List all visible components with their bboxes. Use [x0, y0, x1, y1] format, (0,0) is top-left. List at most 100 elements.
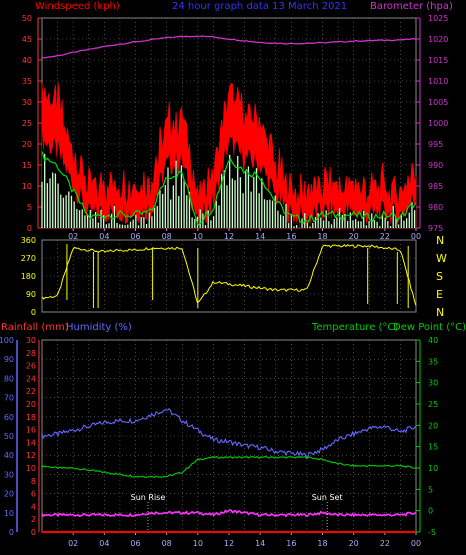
- barometer-tick-label: 1025: [428, 14, 448, 23]
- direction-tick-label: 0: [31, 308, 36, 317]
- rainfall-tick-label: 0: [31, 528, 36, 537]
- windspeed-axis-title: Windspeed (kph): [35, 1, 120, 12]
- barometer-tick-label: 1020: [428, 35, 448, 44]
- wind-direction-series: [41, 244, 417, 306]
- direction-tick-label: 360: [21, 236, 36, 245]
- windspeed-tick-label: 30: [22, 98, 32, 107]
- temp-panel-xtick-label: 00: [411, 539, 421, 548]
- barometer-axis-title: Barometer (hpa): [370, 1, 453, 12]
- temp-panel-xtick-label: 04: [99, 539, 109, 548]
- barometer-tick-label: 980: [428, 203, 443, 212]
- temp-panel-xtick-label: 20: [349, 539, 359, 548]
- rainfall-tick-label: 26: [26, 362, 36, 371]
- wind-panel-xtick-label: 00: [411, 232, 421, 241]
- rainfall-tick-label: 14: [26, 438, 36, 447]
- barometer-tick-label: 985: [428, 182, 443, 191]
- direction-tick-label: 270: [21, 254, 36, 263]
- direction-compass-label: E: [436, 288, 443, 301]
- barometer-tick-label: 1000: [428, 119, 448, 128]
- humidity-tick-label: 10: [4, 509, 14, 518]
- sunrise-label: Sun Rise: [131, 493, 166, 502]
- temperature-tick-label: 30: [428, 379, 438, 388]
- humidity-tick-label: 40: [4, 451, 14, 460]
- barometer-tick-label: 1015: [428, 56, 448, 65]
- direction-tick-label: 180: [21, 272, 36, 281]
- direction-tick-label: 90: [26, 290, 36, 299]
- wind-panel-xtick-label: 16: [286, 232, 296, 241]
- temp-panel-xtick-label: 02: [68, 539, 78, 548]
- temperature-tick-label: 20: [428, 421, 438, 430]
- wind-panel-xtick-label: 18: [317, 232, 327, 241]
- dewpoint-axis-title: Dew Point (°C): [393, 322, 466, 333]
- chart-title: 24 hour graph data 13 March 2021: [172, 1, 347, 12]
- humidity-tick-label: 30: [4, 470, 14, 479]
- temperature-tick-label: 25: [428, 400, 438, 409]
- rainfall-tick-label: 28: [26, 349, 36, 358]
- dewpoint-series: [41, 509, 417, 518]
- rainfall-tick-label: 10: [26, 464, 36, 473]
- barometer-tick-label: 1005: [428, 98, 448, 107]
- wind-average-line: [41, 151, 417, 227]
- rainfall-tick-label: 22: [26, 387, 36, 396]
- wind-panel-xtick-label: 04: [99, 232, 109, 241]
- windspeed-tick-label: 0: [27, 224, 32, 233]
- humidity-tick-label: 20: [4, 490, 14, 499]
- windspeed-gap-fill: [42, 129, 416, 228]
- rainfall-tick-label: 6: [31, 490, 36, 499]
- rainfall-tick-label: 30: [26, 336, 36, 345]
- barometer-tick-label: 975: [428, 224, 443, 233]
- wind-panel-xtick-label: 14: [255, 232, 265, 241]
- humidity-tick-label: 0: [9, 528, 14, 537]
- temp-panel-xtick-label: 08: [162, 539, 172, 548]
- direction-compass-label: N: [436, 234, 444, 247]
- wind-panel-xtick-label: 06: [130, 232, 140, 241]
- windspeed-tick-label: 15: [22, 161, 32, 170]
- rainfall-axis-title: Rainfall (mm): [1, 322, 69, 333]
- temp-panel-xtick-label: 06: [130, 539, 140, 548]
- wind-panel-xtick-label: 02: [68, 232, 78, 241]
- humidity-tick-label: 90: [4, 355, 14, 364]
- wind-panel-xtick-label: 08: [162, 232, 172, 241]
- temp-panel-xtick-label: 10: [193, 539, 203, 548]
- rainfall-tick-label: 2: [31, 515, 36, 524]
- temperature-tick-label: 35: [428, 357, 438, 366]
- windspeed-tick-label: 10: [22, 182, 32, 191]
- humidity-tick-label: 50: [4, 432, 14, 441]
- humidity-tick-label: 80: [4, 374, 14, 383]
- barometer-tick-label: 995: [428, 140, 443, 149]
- windspeed-tick-label: 45: [22, 35, 32, 44]
- wind-panel-xtick-label: 22: [380, 232, 390, 241]
- temperature-axis-title: Temperature (°C): [311, 322, 398, 333]
- windspeed-tick-label: 5: [27, 203, 32, 212]
- direction-compass-label: S: [436, 270, 443, 283]
- temperature-tick-label: 15: [428, 443, 438, 452]
- barometer-tick-label: 990: [428, 161, 443, 170]
- rainfall-tick-label: 24: [26, 374, 36, 383]
- temperature-tick-label: 40: [428, 336, 438, 345]
- barometer-series: [41, 35, 417, 59]
- temperature-tick-label: -5: [428, 528, 436, 537]
- temperature-tick-label: 10: [428, 464, 438, 473]
- rainfall-tick-label: 20: [26, 400, 36, 409]
- temperature-series: [41, 455, 417, 478]
- windspeed-tick-label: 20: [22, 140, 32, 149]
- temp-panel-xtick-label: 12: [224, 539, 234, 548]
- temp-panel-xtick-label: 18: [317, 539, 327, 548]
- temp-panel-xtick-label: 22: [380, 539, 390, 548]
- rainfall-tick-label: 16: [26, 426, 36, 435]
- wind-panel-xtick-label: 10: [193, 232, 203, 241]
- windspeed-tick-label: 40: [22, 56, 32, 65]
- humidity-axis-title: Humidity (%): [66, 322, 132, 333]
- humidity-tick-label: 100: [0, 336, 14, 345]
- rainfall-tick-label: 12: [26, 451, 36, 460]
- rainfall-tick-label: 8: [31, 477, 36, 486]
- temp-panel-xtick-label: 16: [286, 539, 296, 548]
- direction-compass-label: N: [436, 306, 444, 319]
- wind-panel-xtick-label: 12: [224, 232, 234, 241]
- sunset-label: Sun Set: [312, 493, 343, 502]
- windspeed-tick-label: 50: [22, 14, 32, 23]
- direction-compass-label: W: [436, 252, 447, 265]
- barometer-tick-label: 1010: [428, 77, 448, 86]
